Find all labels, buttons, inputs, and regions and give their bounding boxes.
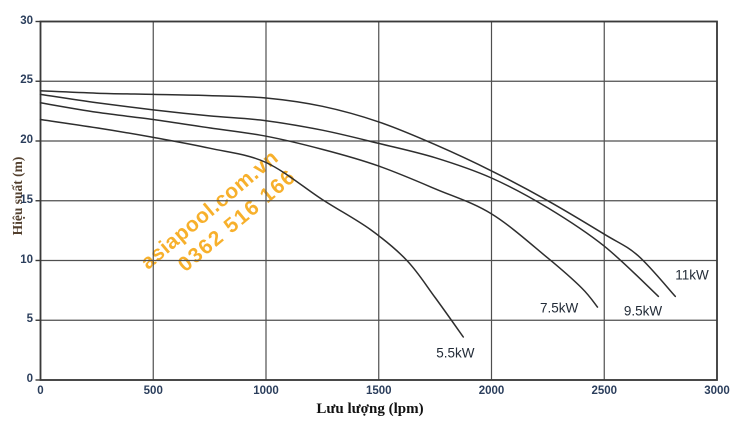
series-label-9.5kW: 9.5kW (623, 303, 663, 319)
x-tick-label: 0 (37, 385, 44, 397)
x-tick-label: 2500 (591, 385, 618, 397)
x-axis-title: Lưu lượng (lpm) (316, 401, 424, 417)
x-tick-label: 3000 (704, 385, 730, 397)
y-tick-label: 15 (20, 193, 33, 206)
series-label-11kW: 11kW (675, 267, 709, 283)
y-tick-label: 10 (20, 253, 33, 266)
y-tick-label: 0 (26, 373, 33, 385)
x-tick-label: 2000 (478, 385, 505, 397)
curve-11kW (39, 90, 677, 298)
y-tick-label: 25 (20, 74, 33, 87)
y-tick-label: 30 (20, 14, 33, 27)
curve-5.5kW (39, 118, 465, 338)
series-label-7.5kW: 7.5kW (540, 300, 579, 316)
y-tick-label: 5 (26, 313, 33, 326)
y-tick-label: 20 (20, 134, 33, 146)
x-tick-label: 500 (143, 385, 163, 397)
curve-9.5kW (39, 93, 660, 298)
x-tick-label: 1000 (253, 385, 279, 397)
x-tick-label: 1500 (365, 385, 392, 397)
curve-7.5kW (39, 102, 599, 308)
series-label-5.5kW: 5.5kW (436, 345, 475, 360)
